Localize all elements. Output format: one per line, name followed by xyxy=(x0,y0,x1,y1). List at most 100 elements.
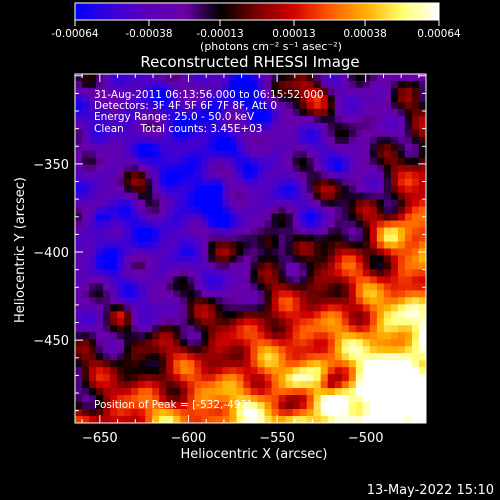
heatmap-cell xyxy=(89,276,97,284)
heatmap-cell xyxy=(362,115,371,124)
heatmap-cell xyxy=(138,248,146,257)
heatmap-cell xyxy=(96,206,104,215)
heatmap-cell xyxy=(117,108,125,117)
heatmap-cell xyxy=(348,206,357,215)
heatmap-cell xyxy=(159,178,167,187)
heatmap-cell xyxy=(418,227,426,236)
heatmap-cell xyxy=(124,115,132,124)
heatmap-cell xyxy=(222,171,231,180)
heatmap-cell xyxy=(271,311,280,319)
heatmap-cell xyxy=(159,171,167,180)
heatmap-cell xyxy=(376,115,385,124)
heatmap-cell xyxy=(383,325,392,333)
heatmap-cell xyxy=(208,87,216,96)
heatmap-cell xyxy=(362,318,371,326)
heatmap-cell xyxy=(320,402,329,410)
heatmap-cell xyxy=(222,367,231,375)
heatmap-cell xyxy=(376,74,385,82)
heatmap-cell xyxy=(117,381,125,389)
heatmap-cell xyxy=(215,304,224,312)
heatmap-cell xyxy=(75,416,83,423)
heatmap-cell xyxy=(313,185,322,194)
heatmap-cell xyxy=(327,269,336,278)
heatmap-cell xyxy=(103,402,111,410)
heatmap-cell xyxy=(376,416,385,423)
heatmap-cell xyxy=(383,157,392,166)
heatmap-cell xyxy=(355,213,364,222)
heatmap-cell xyxy=(257,311,266,319)
heatmap-cell xyxy=(285,80,294,89)
heatmap-cell xyxy=(103,157,111,166)
heatmap-cell xyxy=(194,353,202,361)
heatmap-cell xyxy=(110,199,118,208)
heatmap-cell xyxy=(397,395,406,403)
heatmap-cell xyxy=(180,74,188,82)
heatmap-cell xyxy=(257,199,266,208)
heatmap-cell xyxy=(117,318,125,326)
heatmap-cell xyxy=(257,213,266,222)
heatmap-cell xyxy=(96,80,104,89)
heatmap-cell xyxy=(355,192,364,201)
heatmap-cell xyxy=(187,325,195,333)
heatmap-cell xyxy=(341,283,350,291)
heatmap-cell xyxy=(299,80,308,89)
heatmap-cell xyxy=(131,255,139,264)
heatmap-cell xyxy=(320,374,329,382)
heatmap-cell xyxy=(152,248,160,257)
heatmap-cell xyxy=(110,346,118,354)
heatmap-cell xyxy=(103,311,111,319)
heatmap-cell xyxy=(271,332,280,340)
heatmap-cell xyxy=(327,206,336,215)
heatmap-cell xyxy=(320,269,329,278)
heatmap-cell xyxy=(348,318,357,326)
heatmap-cell xyxy=(271,409,280,417)
heatmap-cell xyxy=(236,115,245,124)
heatmap-cell xyxy=(264,171,273,180)
heatmap-cell xyxy=(180,129,188,138)
heatmap-cell xyxy=(124,395,132,403)
heatmap-cell xyxy=(236,171,245,180)
heatmap-cell xyxy=(306,206,315,215)
heatmap-cell xyxy=(110,178,118,187)
heatmap-cell xyxy=(180,346,188,354)
heatmap-cell xyxy=(82,80,90,89)
heatmap-cell xyxy=(334,199,343,208)
heatmap-cell xyxy=(313,213,322,222)
heatmap-cell xyxy=(89,129,97,138)
heatmap-cell xyxy=(341,332,350,340)
heatmap-image xyxy=(75,74,426,423)
heatmap-cell xyxy=(355,122,364,131)
heatmap-cell xyxy=(313,234,322,243)
heatmap-cell xyxy=(75,297,83,305)
heatmap-cell xyxy=(285,311,294,319)
heatmap-cell xyxy=(418,143,426,152)
heatmap-cell xyxy=(327,346,336,354)
heatmap-cell xyxy=(383,353,392,361)
heatmap-cell xyxy=(82,178,90,187)
heatmap-cell xyxy=(327,262,336,271)
heatmap-cell xyxy=(138,416,146,423)
heatmap-cell xyxy=(411,206,420,215)
heatmap-cell xyxy=(82,213,90,222)
heatmap-cell xyxy=(348,388,357,396)
heatmap-cell xyxy=(243,241,252,250)
heatmap-cell xyxy=(194,402,202,410)
heatmap-cell xyxy=(348,199,357,208)
heatmap-cell xyxy=(222,416,231,423)
heatmap-cell xyxy=(215,269,224,278)
heatmap-cell xyxy=(103,416,111,423)
heatmap-cell xyxy=(180,192,188,201)
heatmap-cell xyxy=(187,94,195,103)
heatmap-cell xyxy=(327,199,336,208)
heatmap-cell xyxy=(362,381,371,389)
heatmap-cell xyxy=(110,227,118,236)
heatmap-cell xyxy=(306,262,315,271)
heatmap-cell xyxy=(299,290,308,298)
heatmap-cell xyxy=(271,122,280,131)
heatmap-cell xyxy=(96,339,104,347)
heatmap-cell xyxy=(376,290,385,298)
heatmap-cell xyxy=(110,381,118,389)
heatmap-cell xyxy=(82,304,90,312)
heatmap-cell xyxy=(411,178,420,187)
heatmap-cell xyxy=(257,325,266,333)
